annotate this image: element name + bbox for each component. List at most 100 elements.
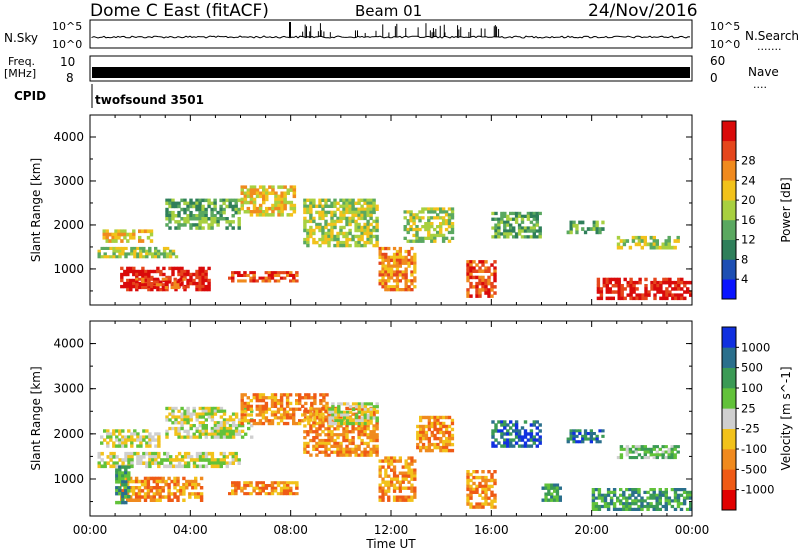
data-cell: [500, 435, 504, 439]
data-cell: [112, 461, 116, 465]
data-cell: [171, 198, 175, 203]
data-cell: [127, 489, 131, 493]
data-cell: [478, 481, 482, 486]
data-cell: [594, 507, 599, 511]
data-cell: [286, 484, 290, 488]
data-cell: [378, 474, 382, 478]
data-cell: [292, 407, 296, 411]
data-cell: [148, 451, 152, 456]
data-cell: [439, 439, 443, 444]
data-cell: [404, 477, 408, 481]
data-cell: [333, 441, 337, 446]
data-cell: [625, 488, 629, 492]
data-cell: [640, 507, 644, 511]
data-cell: [641, 293, 645, 297]
data-cell: [118, 474, 122, 478]
data-cell: [592, 220, 596, 225]
data-cell: [514, 423, 519, 427]
data-cell: [198, 198, 202, 203]
data-cell: [315, 444, 319, 448]
data-cell: [130, 458, 134, 462]
data-cell: [413, 267, 417, 271]
data-cell: [348, 243, 352, 248]
data-cell: [198, 220, 202, 224]
data-cell: [168, 198, 172, 203]
data-cell: [427, 427, 431, 432]
data-cell: [478, 475, 482, 480]
data-cell: [442, 415, 446, 420]
data-cell: [265, 188, 269, 192]
data-cell: [175, 464, 179, 469]
data-cell: [487, 281, 491, 286]
data-cell: [333, 198, 337, 202]
data-cell: [384, 456, 388, 460]
data-cell: [339, 441, 343, 446]
data-cell: [340, 410, 344, 414]
data-cell: [289, 279, 293, 283]
data-cell: [130, 451, 134, 456]
data-cell: [240, 429, 245, 433]
data-cell: [105, 239, 109, 243]
data-cell: [673, 245, 677, 250]
data-cell: [403, 216, 407, 220]
data-cell: [154, 255, 158, 259]
data-cell: [127, 438, 131, 442]
data-cell: [225, 220, 229, 224]
data-cell: [410, 456, 414, 460]
data-cell: [372, 427, 376, 431]
data-cell: [264, 484, 269, 488]
colorbar-segment: [722, 180, 736, 201]
data-cell: [194, 495, 198, 499]
data-cell: [195, 284, 199, 289]
data-cell: [360, 453, 364, 457]
data-cell: [614, 277, 618, 282]
data-cell: [665, 293, 669, 297]
data-cell: [255, 484, 259, 488]
data-cell: [204, 220, 208, 224]
data-cell: [282, 481, 287, 485]
data-cell: [270, 410, 275, 414]
data-cell: [134, 486, 139, 490]
data-cell: [136, 432, 140, 436]
data-cell: [112, 252, 116, 256]
data-cell: [168, 275, 172, 280]
data-cell: [360, 231, 364, 236]
data-cell: [318, 216, 322, 221]
data-cell: [410, 273, 414, 277]
data-cell: [312, 444, 316, 448]
data-cell: [157, 461, 161, 465]
data-cell: [176, 286, 180, 290]
data-cell: [484, 490, 488, 494]
data-cell: [210, 418, 215, 422]
data-cell: [392, 258, 397, 262]
data-cell: [555, 483, 560, 487]
data-cell: [195, 426, 199, 431]
data-cell: [237, 223, 241, 227]
data-cell: [237, 424, 242, 428]
data-cell: [661, 453, 665, 457]
data-cell: [608, 280, 612, 285]
data-cell: [413, 477, 417, 481]
data-cell: [158, 492, 162, 496]
data-cell: [357, 216, 361, 221]
data-cell: [243, 185, 248, 189]
data-cell: [277, 210, 281, 214]
data-cell: [503, 438, 507, 442]
data-cell: [600, 493, 605, 497]
data-cell: [413, 492, 417, 496]
data-cell: [261, 404, 266, 408]
data-cell: [216, 429, 221, 433]
data-cell: [123, 281, 127, 286]
data-cell: [523, 441, 528, 445]
data-cell: [180, 435, 184, 439]
data-cell: [289, 271, 293, 275]
data-cell: [222, 210, 226, 215]
data-cell: [611, 277, 615, 282]
data-cell: [506, 223, 510, 227]
data-cell: [255, 210, 260, 214]
data-cell: [231, 271, 235, 275]
data-cell: [589, 227, 593, 231]
data-cell: [490, 505, 494, 509]
data-cell: [268, 185, 272, 189]
data-cell: [343, 402, 347, 406]
